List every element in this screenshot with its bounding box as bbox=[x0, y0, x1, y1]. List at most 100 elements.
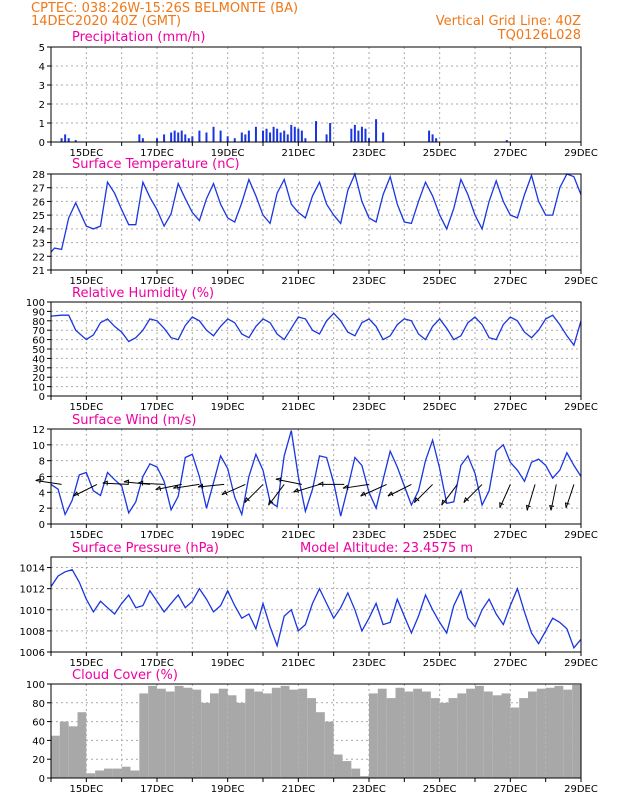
pressure-xtick-label: 19DEC bbox=[211, 658, 245, 669]
cloud-xtick-label: 21DEC bbox=[281, 784, 315, 795]
precip-bar bbox=[360, 126, 363, 142]
wind-xtick-label: 27DEC bbox=[493, 530, 527, 541]
precip-bar bbox=[187, 138, 190, 142]
cloud-bar bbox=[95, 770, 104, 778]
precip-bar bbox=[293, 126, 296, 142]
humidity-ytick-label: 0 bbox=[39, 392, 45, 403]
precip-bar bbox=[353, 124, 356, 142]
cloud-bar bbox=[448, 698, 458, 778]
precip-bar bbox=[141, 138, 144, 142]
cloud-bar bbox=[298, 688, 308, 778]
humidity-xtick-label: 17DEC bbox=[140, 402, 174, 413]
cloud-ytick-label: 100 bbox=[26, 680, 45, 691]
precip-bar bbox=[357, 130, 360, 142]
cloud-bar bbox=[130, 770, 140, 778]
cloud-bar bbox=[86, 773, 96, 778]
wind-arrowhead bbox=[197, 483, 204, 489]
precip-bar bbox=[283, 130, 286, 142]
precip-bar bbox=[350, 128, 353, 142]
precip-xtick-label: 19DEC bbox=[211, 148, 245, 159]
cloud-xtick-label: 19DEC bbox=[211, 784, 245, 795]
cloud-bar bbox=[563, 689, 573, 778]
precip-bar bbox=[286, 134, 289, 142]
precip-bar bbox=[300, 130, 303, 142]
cloud-bar bbox=[351, 768, 361, 778]
wind-vector bbox=[138, 482, 165, 485]
wind-arrowhead bbox=[413, 496, 420, 503]
temp-panel: 21 22 23 24 25 26 27 28 15DEC 17DEC 19DEC 21DEC 23DE… bbox=[32, 170, 598, 287]
humidity-ytick-label: 100 bbox=[26, 298, 45, 309]
humidity-ytick-label: 40 bbox=[32, 354, 45, 365]
pressure-line bbox=[50, 568, 582, 650]
temp-ytick-label: 28 bbox=[32, 170, 45, 181]
humidity-xtick-label: 29DEC bbox=[564, 402, 598, 413]
wind-ytick-label: 2 bbox=[39, 504, 45, 515]
humidity-ytick-label: 30 bbox=[32, 364, 45, 375]
wind-xtick-label: 21DEC bbox=[281, 530, 315, 541]
temp-xtick-label: 25DEC bbox=[423, 276, 457, 287]
pressure-frame bbox=[50, 556, 582, 653]
precip-xtick-label: 29DEC bbox=[564, 148, 598, 159]
wind-ytick-label: 12 bbox=[32, 425, 45, 436]
pressure-ytick-label: 1008 bbox=[20, 627, 45, 638]
cloud-xtick-label: 15DEC bbox=[69, 784, 103, 795]
temp-xtick-label: 15DEC bbox=[69, 276, 103, 287]
precip-bar bbox=[67, 138, 70, 142]
cloud-bar bbox=[324, 721, 334, 778]
humidity-line bbox=[50, 312, 582, 347]
wind-xtick-label: 15DEC bbox=[69, 530, 103, 541]
humidity-xtick-label: 23DEC bbox=[352, 402, 386, 413]
precip-bar bbox=[254, 126, 257, 142]
precip-bar bbox=[173, 130, 176, 142]
cloud-bar bbox=[218, 688, 228, 778]
wind-vector bbox=[499, 484, 511, 509]
precip-xtick-label: 25DEC bbox=[423, 148, 457, 159]
wind-arrowhead bbox=[525, 504, 531, 511]
wind-vector bbox=[565, 484, 575, 508]
precip-ytick-label: 1 bbox=[39, 119, 45, 130]
wind-arrowhead bbox=[137, 480, 144, 486]
cloud-bar bbox=[227, 695, 237, 778]
precip-ytick-label: 3 bbox=[39, 81, 45, 92]
cloud-bar bbox=[501, 693, 511, 778]
pressure-xtick-label: 17DEC bbox=[140, 658, 174, 669]
cloud-bar bbox=[201, 702, 210, 778]
cloud-xtick-label: 27DEC bbox=[493, 784, 527, 795]
wind-xtick-label: 19DEC bbox=[211, 530, 245, 541]
temp-xtick-label: 17DEC bbox=[140, 276, 174, 287]
wind-xtick-label: 17DEC bbox=[140, 530, 174, 541]
precip-bar bbox=[163, 134, 166, 142]
cloud-bar bbox=[183, 687, 193, 778]
humidity-xtick-label: 15DEC bbox=[69, 402, 103, 413]
pressure-ytick-label: 1012 bbox=[20, 585, 45, 596]
temp-ytick-label: 26 bbox=[32, 197, 45, 208]
cloud-bar bbox=[430, 698, 440, 778]
precip-bar bbox=[505, 140, 508, 142]
cloud-bar bbox=[68, 726, 78, 778]
wind-arrowhead bbox=[123, 479, 130, 485]
wind-arrowhead bbox=[275, 477, 282, 483]
cloud-bar bbox=[369, 693, 378, 778]
wind-arrowhead bbox=[221, 490, 228, 496]
cloud-frame bbox=[50, 683, 582, 779]
precip-bar bbox=[329, 123, 332, 142]
precip-bar bbox=[240, 132, 243, 142]
precip-bar bbox=[325, 134, 328, 142]
humidity-ytick-label: 20 bbox=[32, 373, 45, 384]
precip-bar bbox=[279, 132, 282, 142]
temp-xtick-label: 23DEC bbox=[352, 276, 386, 287]
precip-ytick-label: 2 bbox=[39, 100, 45, 111]
cloud-bar bbox=[316, 712, 325, 778]
cloud-bar bbox=[536, 688, 546, 778]
cloud-bar bbox=[157, 688, 166, 778]
wind-ytick-label: 0 bbox=[39, 520, 45, 531]
cloud-bar bbox=[280, 685, 290, 778]
humidity-ytick-label: 60 bbox=[32, 336, 45, 347]
cloud-bar bbox=[289, 689, 299, 778]
cloud-bar bbox=[528, 691, 537, 778]
cloud-bar bbox=[510, 707, 520, 778]
wind-xtick-label: 25DEC bbox=[423, 530, 457, 541]
precip-bar bbox=[156, 138, 158, 142]
precip-frame bbox=[50, 46, 582, 143]
